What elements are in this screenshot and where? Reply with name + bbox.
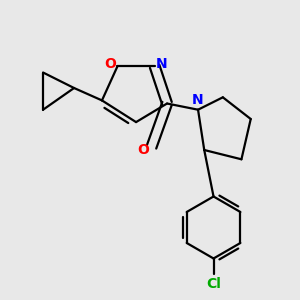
Text: O: O bbox=[137, 143, 149, 157]
Text: O: O bbox=[105, 57, 117, 71]
Text: N: N bbox=[192, 93, 204, 107]
Text: N: N bbox=[156, 57, 167, 71]
Text: Cl: Cl bbox=[206, 277, 221, 291]
